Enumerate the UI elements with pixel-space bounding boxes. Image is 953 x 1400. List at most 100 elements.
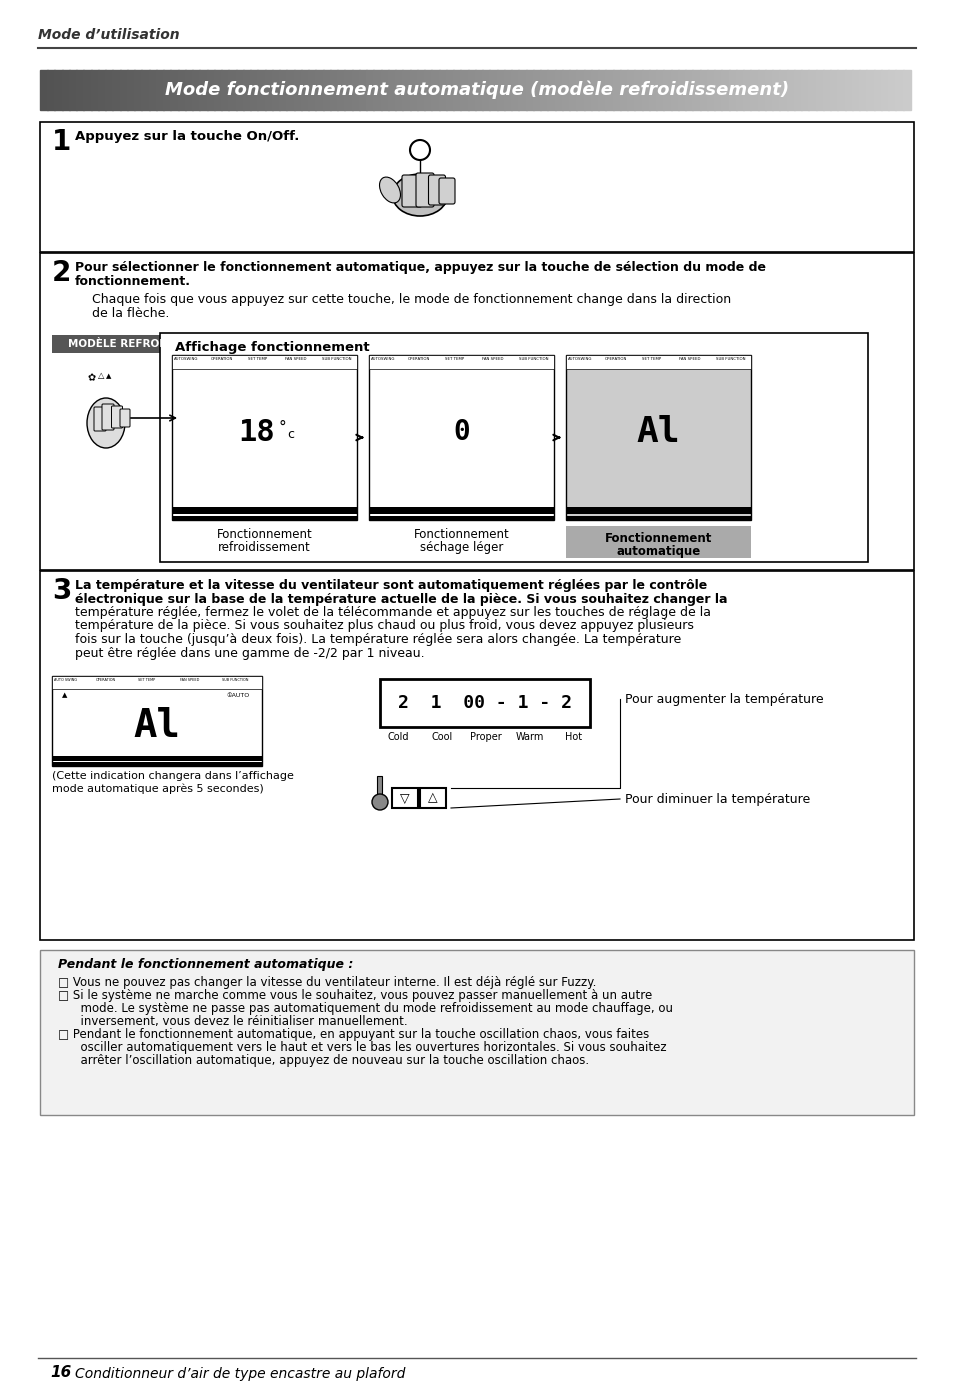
Bar (235, 70, 244, 111)
FancyBboxPatch shape (112, 406, 122, 428)
Bar (156, 70, 164, 111)
Bar (369, 356, 554, 370)
Text: AUTOSWING: AUTOSWING (371, 357, 395, 361)
Bar (76, 70, 85, 111)
Text: inversement, vous devez le réinitialiser manuellement.: inversement, vous devez le réinitialiser… (58, 1015, 407, 1028)
Bar (678, 70, 685, 111)
Bar (626, 70, 635, 111)
Bar (453, 70, 461, 111)
Bar (565, 356, 750, 370)
Bar (656, 70, 664, 111)
Bar (619, 70, 628, 111)
Text: 0: 0 (453, 419, 470, 447)
Bar (352, 70, 359, 111)
Bar (149, 70, 157, 111)
Bar (525, 70, 534, 111)
Text: Cool: Cool (431, 732, 452, 742)
Bar (185, 70, 193, 111)
Bar (446, 70, 454, 111)
Ellipse shape (392, 174, 447, 216)
Bar (565, 517, 750, 519)
Text: Cold: Cold (387, 732, 408, 742)
Bar (880, 70, 888, 111)
Text: La température et la vitesse du ventilateur sont automatiquement réglées par le : La température et la vitesse du ventilat… (75, 580, 706, 592)
Bar (172, 356, 356, 370)
Text: Fonctionnement: Fonctionnement (604, 532, 712, 545)
Bar (54, 70, 63, 111)
Text: 3: 3 (52, 577, 71, 605)
Bar (177, 70, 186, 111)
Bar (561, 70, 570, 111)
Bar (199, 70, 208, 111)
Text: Pour sélectionner le fonctionnement automatique, appuyez sur la touche de sélect: Pour sélectionner le fonctionnement auto… (75, 260, 765, 274)
Bar (48, 70, 55, 111)
Bar (648, 70, 657, 111)
Text: température réglée, fermez le volet de la télécommande et appuyez sur les touche: température réglée, fermez le volet de l… (75, 606, 710, 619)
Bar (322, 70, 331, 111)
Bar (793, 70, 801, 111)
Text: 2: 2 (52, 259, 71, 287)
Bar (369, 517, 554, 519)
Bar (771, 70, 780, 111)
Text: 1: 1 (52, 127, 71, 155)
Bar (40, 253, 913, 570)
Text: Pour augmenter la température: Pour augmenter la température (624, 693, 822, 706)
Bar (419, 788, 446, 808)
Bar (829, 70, 838, 111)
Bar (105, 70, 113, 111)
Text: MODÈLE REFROIDISSEMENT: MODÈLE REFROIDISSEMENT (68, 339, 230, 349)
Bar (612, 70, 620, 111)
Bar (605, 70, 613, 111)
Text: Al: Al (133, 707, 180, 745)
Bar (518, 70, 526, 111)
Bar (851, 70, 860, 111)
Bar (684, 70, 693, 111)
Text: Warm: Warm (516, 732, 543, 742)
Bar (379, 679, 589, 727)
Text: température de la pièce. Si vous souhaitez plus chaud ou plus froid, vous devez : température de la pièce. Si vous souhait… (75, 619, 693, 633)
Text: mode automatique après 5 secondes): mode automatique après 5 secondes) (52, 784, 263, 795)
Bar (337, 70, 345, 111)
Bar (576, 70, 584, 111)
Text: FAN SPEED: FAN SPEED (285, 357, 306, 361)
Text: OPERATION: OPERATION (408, 357, 430, 361)
Bar (134, 70, 142, 111)
Bar (402, 70, 411, 111)
Text: Chaque fois que vous appuyez sur cette touche, le mode de fonctionnement change : Chaque fois que vous appuyez sur cette t… (91, 293, 730, 307)
Text: □ Pendant le fonctionnement automatique, en appuyant sur la touche oscillation c: □ Pendant le fonctionnement automatique,… (58, 1028, 649, 1042)
Bar (229, 70, 236, 111)
Bar (757, 70, 765, 111)
Circle shape (372, 794, 388, 811)
Text: AUTOSWING: AUTOSWING (567, 357, 592, 361)
Text: OPERATION: OPERATION (211, 357, 233, 361)
Bar (84, 70, 91, 111)
Bar (257, 70, 266, 111)
Bar (533, 70, 540, 111)
Bar (308, 70, 316, 111)
Bar (91, 70, 99, 111)
Bar (112, 70, 121, 111)
Text: SET TEMP: SET TEMP (138, 678, 155, 682)
FancyBboxPatch shape (401, 175, 421, 207)
Text: arrêter l’oscillation automatique, appuyez de nouveau sur la touche oscillation : arrêter l’oscillation automatique, appuy… (58, 1054, 589, 1067)
FancyBboxPatch shape (428, 175, 445, 204)
Bar (374, 70, 381, 111)
Bar (859, 70, 866, 111)
Bar (243, 70, 251, 111)
Bar (424, 70, 432, 111)
Bar (301, 70, 309, 111)
Text: Conditionneur d’air de type encastre au plaford: Conditionneur d’air de type encastre au … (75, 1366, 405, 1380)
Text: OPERATION: OPERATION (604, 357, 627, 361)
Text: SUB FUNCTION: SUB FUNCTION (222, 678, 248, 682)
Text: refroidissement: refroidissement (218, 540, 311, 554)
Bar (565, 526, 750, 559)
Bar (865, 70, 874, 111)
Bar (369, 507, 554, 514)
Bar (52, 335, 247, 353)
Bar (52, 756, 262, 762)
Bar (807, 70, 816, 111)
Bar (565, 356, 750, 519)
Bar (497, 70, 504, 111)
FancyBboxPatch shape (120, 409, 130, 427)
Bar (815, 70, 823, 111)
